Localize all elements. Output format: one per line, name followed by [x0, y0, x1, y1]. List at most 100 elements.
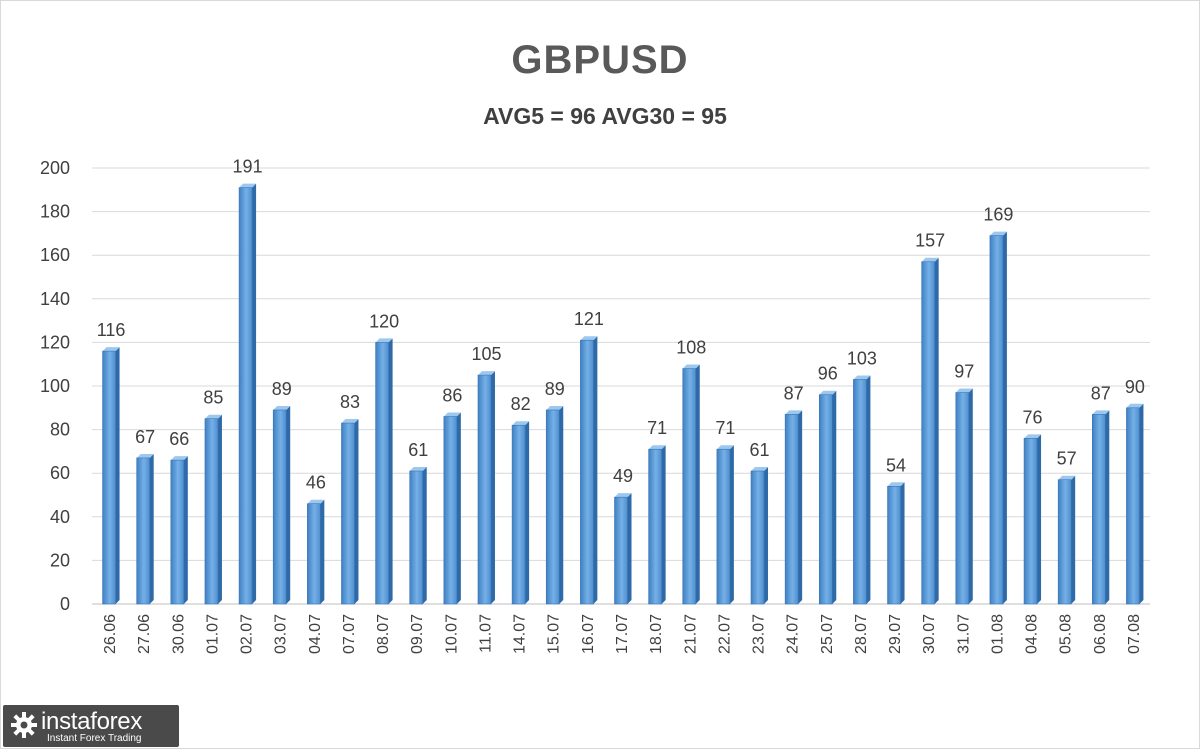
- bar: [682, 364, 700, 605]
- data-label: 87: [784, 383, 804, 403]
- bar: [409, 467, 427, 605]
- data-label: 103: [847, 348, 877, 368]
- bar-side: [149, 453, 154, 604]
- bar-front: [818, 394, 833, 605]
- bar-front: [716, 448, 731, 605]
- bar-front: [580, 339, 594, 605]
- x-tick-label: 29.07: [887, 614, 904, 654]
- bar-front: [784, 414, 799, 605]
- bar: [750, 467, 769, 605]
- bar: [818, 390, 837, 605]
- bar-top: [682, 364, 700, 369]
- bar-side: [320, 499, 325, 604]
- bar-side: [286, 405, 291, 604]
- bar: [614, 493, 632, 605]
- bar-top: [409, 467, 427, 472]
- data-label: 82: [511, 394, 531, 414]
- x-tick-label: 31.07: [955, 614, 972, 654]
- bar-top: [512, 421, 530, 426]
- bar-front: [477, 374, 492, 605]
- data-label: 90: [1125, 377, 1145, 397]
- data-label: 57: [1057, 449, 1077, 469]
- x-tick-label: 24.07: [785, 614, 802, 654]
- x-tick-label: 02.07: [239, 614, 256, 654]
- x-tick-label: 05.08: [1058, 614, 1075, 654]
- data-label: 96: [818, 364, 838, 384]
- bar-side: [866, 375, 871, 604]
- data-label: 89: [545, 379, 565, 399]
- y-axis-ticks: 0 20 40 60 80 100 120 140 160 180 200: [40, 158, 70, 614]
- bar-top: [785, 410, 803, 415]
- bar-top: [546, 405, 564, 410]
- y-tick-label: 160: [40, 245, 70, 265]
- bar-front: [1126, 407, 1140, 605]
- data-label: 71: [715, 418, 735, 438]
- data-label: 76: [1023, 407, 1043, 427]
- y-tick-label: 200: [40, 158, 70, 178]
- bar-front: [545, 409, 560, 605]
- data-label: 89: [272, 379, 292, 399]
- data-label: 61: [408, 440, 428, 460]
- bar-front: [853, 379, 867, 605]
- x-tick-label: 01.07: [204, 614, 221, 654]
- bar: [375, 338, 393, 605]
- x-tick-label: 18.07: [648, 614, 665, 654]
- data-label: 61: [750, 440, 770, 460]
- bar-side: [115, 347, 120, 604]
- brand-name: instaforex: [41, 708, 143, 735]
- x-tick-label: 01.08: [989, 614, 1006, 654]
- bar: [477, 371, 495, 605]
- bar-front: [1092, 414, 1106, 605]
- bar: [511, 421, 530, 605]
- bar: [648, 445, 666, 605]
- x-tick-label: 28.07: [853, 614, 870, 654]
- x-tick-label: 27.06: [136, 614, 153, 654]
- bar-top: [375, 338, 393, 343]
- bar-side: [934, 257, 939, 604]
- bar-front: [1023, 438, 1038, 605]
- chart-title: GBPUSD: [511, 38, 689, 82]
- bar-top: [102, 347, 120, 352]
- bar-front: [409, 470, 424, 605]
- y-tick-label: 120: [40, 332, 70, 352]
- bar-side: [798, 410, 803, 604]
- bar-top: [1024, 434, 1042, 439]
- bar: [955, 388, 973, 605]
- bar-side: [525, 421, 530, 604]
- bar: [1023, 434, 1042, 605]
- bar-top: [477, 371, 495, 376]
- bar: [853, 375, 871, 605]
- data-label: 157: [915, 231, 945, 251]
- data-label: 67: [135, 427, 155, 447]
- bar-top: [853, 375, 871, 380]
- bar-side: [354, 419, 359, 604]
- y-tick-label: 20: [50, 550, 70, 570]
- bar-side: [764, 467, 769, 604]
- bar-side: [217, 414, 222, 604]
- x-tick-label: 04.07: [307, 614, 324, 654]
- bar-front: [307, 503, 321, 605]
- x-tick-label: 14.07: [512, 614, 529, 654]
- x-tick-label: 08.07: [375, 614, 392, 654]
- bar-side: [456, 412, 461, 604]
- bar-side: [1002, 231, 1007, 604]
- x-tick-label: 22.07: [716, 614, 733, 654]
- bar-top: [136, 453, 154, 458]
- y-tick-label: 100: [40, 376, 70, 396]
- bar-side: [388, 338, 393, 604]
- bar-front: [272, 409, 287, 605]
- x-tick-label: 07.08: [1126, 614, 1143, 654]
- bar-side: [490, 371, 495, 604]
- x-tick-label: 23.07: [751, 614, 768, 654]
- bar: [545, 405, 564, 605]
- bar-side: [627, 493, 632, 604]
- bar-front: [682, 368, 697, 605]
- bar: [887, 482, 905, 605]
- data-label: 83: [340, 392, 360, 412]
- bar-top: [204, 414, 222, 419]
- bar-front: [238, 187, 253, 605]
- x-tick-label: 30.07: [921, 614, 938, 654]
- bar-top: [341, 419, 359, 424]
- x-tick-label: 21.07: [682, 614, 699, 654]
- data-label: 120: [369, 311, 399, 331]
